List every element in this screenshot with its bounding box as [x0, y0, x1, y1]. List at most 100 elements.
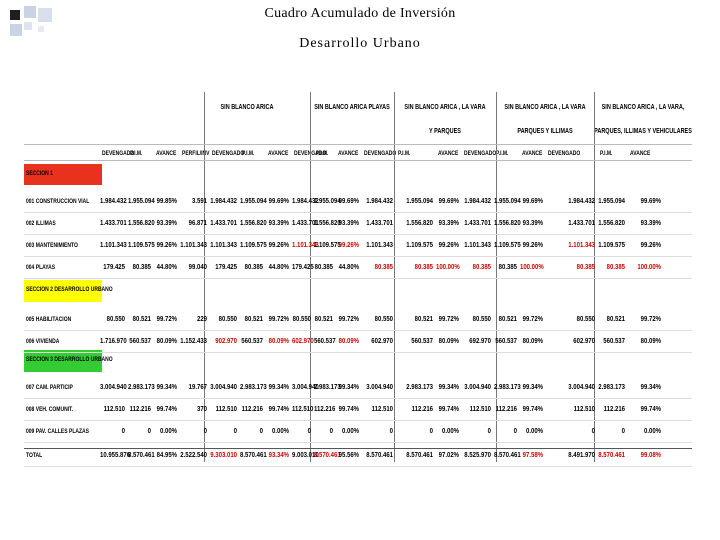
table-cell: 99.69%: [268, 198, 289, 206]
column-header: DEVENGADO: [102, 150, 135, 158]
table-cell: 100.00%: [436, 264, 460, 272]
table-cell: 1.101.343: [568, 242, 595, 250]
table-cell: 112.216: [495, 406, 517, 414]
table-cell: 179.425: [292, 264, 314, 272]
slide-subtitle: Desarrollo Urbano: [299, 36, 421, 51]
row-separator: [24, 278, 692, 279]
table-cell: 93.39%: [268, 220, 289, 228]
table-cell: 99.69%: [438, 198, 459, 206]
section-label: SECCION 2 DESARROLLO URBANO: [26, 286, 113, 294]
table-cell: 44.80%: [268, 264, 289, 272]
table-cell: 2.983.173: [128, 384, 155, 392]
table-cell: 560.537: [314, 338, 336, 346]
table-cell: 100.00%: [637, 264, 661, 272]
table-cell: 1.101.343: [210, 242, 237, 250]
corner-square-light-2: [38, 8, 52, 22]
table-cell: 0: [121, 428, 125, 436]
table-cell: 1.101.343: [464, 242, 491, 250]
table-cell: 80.385: [414, 264, 433, 272]
table-cell: 99.69%: [640, 198, 661, 206]
table-cell: 99.26%: [640, 242, 661, 250]
table-cell: 0.00%: [643, 428, 661, 436]
table-cell: 80.09%: [640, 338, 661, 346]
section-label: SECCION 1: [26, 170, 53, 178]
table-cell: 0: [307, 428, 311, 436]
column-header: P.I.M.: [130, 150, 143, 158]
table-cell: 3.004.940: [568, 384, 595, 392]
table-cell: 2.983.173: [598, 384, 625, 392]
section-band-red: [24, 164, 102, 185]
table-cell: 1.101.343: [366, 242, 393, 250]
corner-square-black: [10, 10, 20, 20]
table-cell: 112.510: [469, 406, 491, 414]
table-cell: 80.521: [244, 316, 263, 324]
table-cell: 902.970: [215, 338, 237, 346]
header-line: [24, 144, 692, 145]
row-label: 002 ILLIMAS: [26, 220, 56, 228]
table-cell: 99.72%: [640, 316, 661, 324]
table-cell: 8.570.461: [240, 452, 267, 460]
section-band-yellow: [24, 280, 102, 302]
table-cell: 112.216: [411, 406, 433, 414]
table-cell: 99.040: [188, 264, 207, 272]
table-cell: 44.80%: [156, 264, 177, 272]
table-cell: 0: [203, 428, 207, 436]
table-cell: 99.74%: [640, 406, 661, 414]
table-cell: 179.425: [215, 264, 237, 272]
column-header: PERFIL/INV: [182, 150, 210, 158]
table-cell: 80.385: [472, 264, 491, 272]
group-header-4: SIN BLANCO ARICA , LA VARA: [504, 104, 586, 112]
table-cell: 1.556.820: [240, 220, 267, 228]
table-cell: 3.004.940: [100, 384, 127, 392]
table-cell: 80.521: [132, 316, 151, 324]
table-cell: 1.109.575: [128, 242, 155, 250]
table-cell: 560.537: [241, 338, 263, 346]
table-cell: 80.550: [106, 316, 125, 324]
row-label: 003 MANTENIMIENTO: [26, 242, 78, 250]
table-cell: 96.871: [188, 220, 207, 228]
table-cell: 560.537: [603, 338, 625, 346]
table-cell: 2.983.173: [314, 384, 341, 392]
row-label: 001 CONSTRUCCION VIAL: [26, 198, 90, 206]
table-cell: 99.26%: [268, 242, 289, 250]
table-cell: 1.109.575: [406, 242, 433, 250]
table-cell: 1.433.701: [210, 220, 237, 228]
row-label: 007 CAM. PARTICIP: [26, 384, 73, 392]
column-header: DEVENGADO: [548, 150, 581, 158]
table-cell: 1.955.094: [598, 198, 625, 206]
table-cell: 80.521: [498, 316, 517, 324]
table-cell: 1.556.820: [128, 220, 155, 228]
table-cell: 602.970: [573, 338, 595, 346]
table-cell: 3.004.940: [292, 384, 319, 392]
table-cell: 602.970: [371, 338, 393, 346]
table-cell: 97.02%: [438, 452, 459, 460]
table-cell: 99.34%: [268, 384, 289, 392]
table-cell: 3.591: [191, 198, 207, 206]
table-cell: 0: [621, 428, 625, 436]
section-band-green: [24, 350, 102, 372]
table-cell: 112.510: [573, 406, 595, 414]
table-cell: 1.101.343: [292, 242, 319, 250]
column-header: AVANCE: [438, 150, 459, 158]
table-cell: 2.983.173: [240, 384, 267, 392]
table-cell: 100.00%: [520, 264, 544, 272]
row-separator: [24, 352, 692, 353]
table-cell: 0: [329, 428, 333, 436]
table-cell: 0: [487, 428, 491, 436]
group-header-2: SIN BLANCO ARICA PLAYAS: [314, 104, 390, 112]
column-header: AVANCE: [522, 150, 543, 158]
table-cell: 80.385: [498, 264, 517, 272]
table-cell: 93.34%: [268, 452, 289, 460]
table-cell: 1.556.820: [406, 220, 433, 228]
table-cell: 80.385: [314, 264, 333, 272]
table-cell: 1.984.432: [366, 198, 393, 206]
table-cell: 80.09%: [156, 338, 177, 346]
table-cell: 19.767: [188, 384, 207, 392]
table-cell: 0.00%: [441, 428, 459, 436]
table-cell: 9.003.010: [292, 452, 319, 460]
table-cell: 9.303.010: [210, 452, 237, 460]
table-cell: 80.09%: [338, 338, 359, 346]
column-header: P.I.M.: [600, 150, 613, 158]
table-cell: 80.09%: [268, 338, 289, 346]
table-cell: 80.521: [606, 316, 625, 324]
